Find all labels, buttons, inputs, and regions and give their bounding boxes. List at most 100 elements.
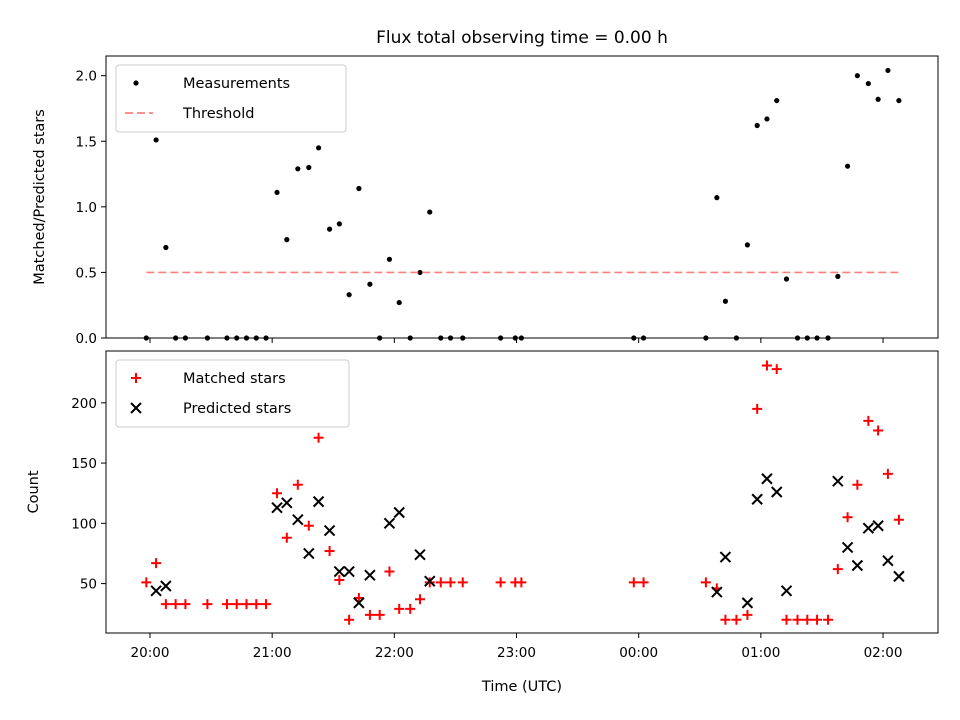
y-axis-label: Matched/Predicted stars <box>32 109 48 285</box>
legend-measurement-swatch <box>133 80 139 86</box>
predicted-point <box>832 475 844 487</box>
y-tick-label: 1.0 <box>76 200 97 216</box>
predicted-point <box>343 565 355 578</box>
x-tick-label: 02:00 <box>864 645 903 661</box>
matched-point <box>882 468 893 479</box>
matched-point <box>334 574 345 585</box>
predicted-point <box>393 506 405 519</box>
axes-frame <box>105 55 939 339</box>
measurement-point <box>326 226 333 232</box>
matched-point <box>231 599 242 610</box>
legend-label: Threshold <box>182 106 254 122</box>
predicted-point <box>719 551 732 563</box>
measurement-point <box>896 97 902 104</box>
y-tick-label: 100 <box>71 516 97 532</box>
ratio-panel: Matched/Predicted stars 0.0 0.5 1.0 1.5 2.0 Me… <box>32 55 939 347</box>
y-tick-label: 150 <box>71 456 97 472</box>
matched-point <box>344 614 355 625</box>
predicted-point <box>414 548 426 561</box>
measurement-point <box>774 97 780 104</box>
x-tick-label: 00:00 <box>619 645 658 661</box>
matched-point <box>802 614 813 625</box>
matched-point <box>771 364 782 375</box>
matched-point <box>374 609 385 620</box>
matched-point <box>261 599 272 610</box>
measurement-point <box>854 73 860 79</box>
y-tick-label: 50 <box>80 577 97 593</box>
matched-point <box>281 532 292 543</box>
measurement-point <box>386 256 393 262</box>
measurement-point <box>153 137 159 143</box>
matched-point <box>221 599 232 610</box>
matched-point <box>873 425 884 436</box>
measurement-point <box>356 185 362 192</box>
y-tick-label: 0.0 <box>76 331 97 347</box>
predicted-point <box>741 597 754 609</box>
predicted-point <box>424 575 436 587</box>
measurement-point <box>274 189 280 196</box>
legend-label: Predicted stars <box>183 401 291 417</box>
predicted-point <box>761 473 773 485</box>
matched-point <box>394 603 405 614</box>
predicted-point <box>882 554 894 567</box>
measurement-point <box>764 116 770 122</box>
predicted-point <box>312 495 325 508</box>
matched-point <box>170 599 181 610</box>
matched-point <box>353 593 364 604</box>
matched-point <box>160 599 171 610</box>
matched-point <box>752 403 763 414</box>
predicted-point <box>160 580 172 592</box>
measurement-point <box>163 244 169 251</box>
y-tick-label: 200 <box>71 396 97 412</box>
measurement-point <box>722 298 729 304</box>
matched-point <box>761 360 772 371</box>
measurement-point <box>714 195 720 201</box>
predicted-point <box>323 524 336 537</box>
axes-frame <box>105 350 939 634</box>
legend-matched-swatch <box>131 373 141 383</box>
measurement-point <box>417 269 423 276</box>
matched-point <box>742 609 753 620</box>
matched-point <box>812 614 823 625</box>
matched-point <box>792 614 803 625</box>
measurement-point <box>875 96 881 102</box>
count-panel: Count 50 100 150 200 20:00 21:00 22:00 23:00 00:0… <box>26 350 939 661</box>
matched-point <box>241 599 252 610</box>
matched-point <box>842 512 853 523</box>
measurement-point <box>744 242 751 248</box>
legend-box <box>115 359 350 428</box>
matched-point <box>251 599 262 610</box>
legend-predicted-swatch <box>130 402 142 414</box>
y-tick-label: 2.0 <box>76 69 97 85</box>
predicted-point <box>281 497 293 509</box>
x-tick-label: 22:00 <box>375 645 414 661</box>
matched-point <box>414 594 425 605</box>
matched-point <box>495 577 506 588</box>
matched-point <box>324 546 335 557</box>
predicted-point <box>751 493 763 505</box>
x-tick-label: 23:00 <box>497 645 536 661</box>
legend: Measurements Threshold <box>115 64 347 133</box>
predicted-point <box>303 547 315 560</box>
measurement-point <box>295 166 301 172</box>
legend-label: Matched stars <box>183 371 286 387</box>
matched-point <box>863 415 874 426</box>
x-tick-label: 21:00 <box>253 645 292 661</box>
measurement-point <box>336 221 342 227</box>
legend-label: Measurements <box>183 76 290 92</box>
measurement-point <box>835 273 841 279</box>
measurement-point <box>865 80 871 87</box>
measurement-point <box>885 67 891 74</box>
matched-point <box>832 564 843 575</box>
matched-point <box>405 603 416 614</box>
matched-point <box>364 609 375 620</box>
x-axis-label: Time (UTC) <box>481 679 562 695</box>
measurement-point <box>783 276 790 282</box>
x-tick-label: 20:00 <box>131 645 170 661</box>
matched-point <box>202 599 213 610</box>
predicted-point <box>893 570 905 583</box>
y-axis-label: Count <box>26 470 42 513</box>
measurement-point <box>346 292 352 298</box>
measurement-point <box>315 145 322 151</box>
y-tick-label: 1.5 <box>76 134 97 150</box>
